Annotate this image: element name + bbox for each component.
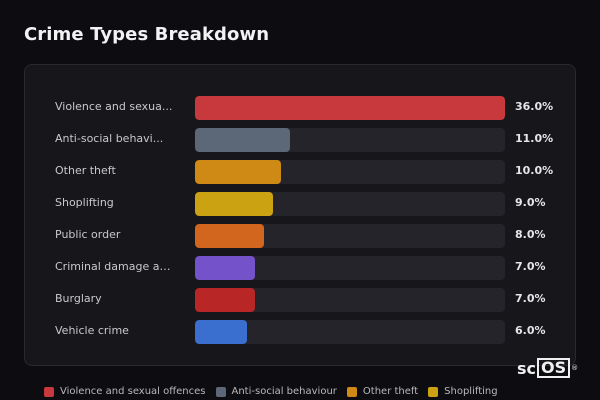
chart-legend: Violence and sexual offences Anti-social …	[44, 386, 498, 397]
bar	[195, 288, 255, 312]
bar-value-label: 8.0%	[515, 228, 546, 241]
legend-swatch	[215, 386, 226, 397]
bar-value-label: 7.0%	[515, 260, 546, 273]
bar-row: Anti-social behavi... 11.0%	[25, 128, 577, 152]
legend-label: Violence and sexual offences	[60, 386, 206, 397]
legend-label: Other theft	[362, 386, 419, 397]
bar-category-label: Criminal damage an...	[55, 260, 175, 273]
bar-track	[195, 96, 505, 120]
legend-item[interactable]: Violence and sexual offences	[44, 386, 206, 397]
bar	[195, 96, 505, 120]
legend-swatch	[44, 386, 54, 397]
bar-value-label: 11.0%	[515, 132, 554, 145]
legend-label: Anti-social behaviour	[231, 386, 337, 397]
bar-row: Burglary 7.0%	[25, 288, 577, 312]
bar-value-label: 36.0%	[515, 100, 554, 113]
bar	[195, 224, 264, 248]
bar-track	[195, 160, 505, 184]
bar-category-label: Burglary	[55, 292, 102, 305]
bar-track	[195, 256, 505, 280]
bar-category-label: Vehicle crime	[55, 324, 129, 337]
bar	[195, 256, 255, 280]
legend-label: Shoplifting	[444, 386, 498, 397]
legend-item[interactable]: Anti-social behaviour	[215, 386, 337, 397]
bar-row: Shoplifting 9.0%	[25, 192, 577, 216]
bar	[195, 128, 290, 152]
bar-category-label: Shoplifting	[55, 196, 114, 209]
bar-value-label: 9.0%	[515, 196, 546, 209]
bar-category-label: Other theft	[55, 164, 116, 177]
bar-value-label: 6.0%	[515, 324, 546, 337]
bar-track	[195, 192, 505, 216]
logo-boxed-text: OS	[537, 358, 571, 378]
bar-row: Vehicle crime 6.0%	[25, 320, 577, 344]
bar-category-label: Public order	[55, 228, 121, 241]
legend-item[interactable]: Shoplifting	[428, 386, 498, 397]
bar	[195, 320, 247, 344]
bar-category-label: Anti-social behavi...	[55, 132, 164, 145]
bar-value-label: 10.0%	[515, 164, 554, 177]
bar-row: Violence and sexua... 36.0%	[25, 96, 577, 120]
bar-category-label: Violence and sexua...	[55, 100, 173, 113]
bar	[195, 160, 281, 184]
bar-row: Public order 8.0%	[25, 224, 577, 248]
legend-swatch	[428, 386, 439, 397]
chart-title: Crime Types Breakdown	[24, 24, 270, 45]
logo-registered-mark: ®	[571, 364, 579, 372]
watermark-logo: sc OS ®	[517, 358, 578, 378]
bar-row: Other theft 10.0%	[25, 160, 577, 184]
bar-track	[195, 224, 505, 248]
bar-value-label: 7.0%	[515, 292, 546, 305]
bar-row: Criminal damage an... 7.0%	[25, 256, 577, 280]
bar	[195, 192, 273, 216]
logo-prefix: sc	[517, 358, 537, 378]
bar-track	[195, 288, 505, 312]
bar-track	[195, 128, 505, 152]
chart-card: Violence and sexua... 36.0% Anti-social be…	[24, 64, 576, 366]
legend-item[interactable]: Other theft	[346, 386, 419, 397]
bar-track	[195, 320, 505, 344]
legend-swatch	[346, 386, 357, 397]
